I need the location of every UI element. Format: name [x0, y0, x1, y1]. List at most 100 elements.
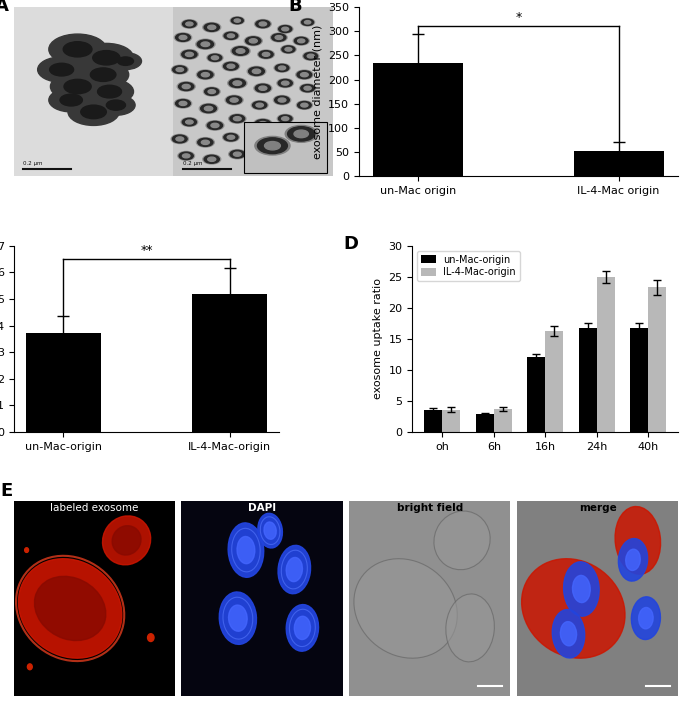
Circle shape [49, 34, 106, 65]
Circle shape [274, 64, 290, 72]
Circle shape [275, 64, 289, 72]
Ellipse shape [286, 605, 319, 651]
Circle shape [106, 100, 125, 110]
Ellipse shape [103, 516, 151, 565]
Circle shape [277, 25, 293, 33]
Circle shape [275, 35, 283, 39]
Circle shape [304, 20, 311, 24]
Circle shape [183, 20, 196, 27]
Ellipse shape [564, 562, 599, 617]
Circle shape [259, 86, 267, 91]
Circle shape [208, 25, 216, 30]
Circle shape [175, 33, 192, 42]
Circle shape [182, 20, 197, 28]
Circle shape [211, 123, 219, 127]
Circle shape [259, 22, 266, 26]
Circle shape [77, 61, 129, 88]
Circle shape [297, 101, 311, 109]
Circle shape [303, 52, 319, 60]
Circle shape [97, 95, 135, 115]
Circle shape [204, 155, 219, 163]
Circle shape [201, 72, 210, 77]
Circle shape [230, 150, 245, 158]
Ellipse shape [295, 617, 310, 640]
Ellipse shape [446, 594, 495, 662]
Circle shape [249, 39, 258, 43]
Circle shape [90, 68, 116, 82]
Circle shape [223, 32, 239, 40]
Circle shape [304, 86, 311, 90]
Circle shape [249, 138, 264, 146]
Circle shape [256, 20, 270, 27]
Circle shape [297, 39, 305, 43]
Circle shape [203, 155, 221, 164]
Circle shape [233, 81, 242, 86]
Circle shape [227, 64, 235, 68]
Circle shape [179, 152, 193, 160]
Ellipse shape [522, 559, 625, 658]
Circle shape [147, 633, 154, 642]
Circle shape [205, 88, 219, 96]
Circle shape [179, 82, 194, 91]
Circle shape [224, 32, 238, 39]
Text: **: ** [140, 244, 153, 257]
Circle shape [271, 33, 287, 42]
Bar [26, 333, 101, 432]
Circle shape [273, 133, 291, 142]
Ellipse shape [34, 576, 105, 640]
Circle shape [198, 138, 213, 146]
Circle shape [278, 66, 286, 70]
Circle shape [181, 117, 198, 127]
Circle shape [201, 140, 210, 145]
Circle shape [208, 157, 216, 162]
Circle shape [212, 56, 219, 60]
Circle shape [234, 152, 241, 156]
Circle shape [278, 135, 286, 139]
Ellipse shape [18, 559, 122, 658]
Circle shape [182, 118, 197, 126]
Circle shape [230, 115, 245, 122]
Bar [648, 288, 666, 432]
Circle shape [197, 40, 214, 49]
Circle shape [232, 18, 243, 24]
Circle shape [171, 65, 188, 74]
Circle shape [207, 53, 223, 62]
Y-axis label: exosome uptake ratio: exosome uptake ratio [373, 278, 383, 399]
Ellipse shape [354, 559, 458, 658]
Circle shape [232, 46, 249, 56]
Circle shape [176, 137, 184, 141]
Ellipse shape [638, 607, 653, 629]
Circle shape [253, 101, 266, 109]
Text: merge: merge [579, 503, 616, 513]
Circle shape [259, 122, 267, 126]
Circle shape [255, 20, 271, 28]
Circle shape [49, 88, 94, 112]
Circle shape [92, 51, 120, 65]
Circle shape [252, 69, 261, 74]
Circle shape [197, 70, 214, 79]
Circle shape [259, 51, 273, 58]
Bar [443, 410, 460, 432]
Ellipse shape [286, 557, 303, 581]
Circle shape [227, 78, 247, 88]
Circle shape [231, 46, 250, 56]
Circle shape [206, 121, 224, 130]
Circle shape [227, 135, 235, 139]
Circle shape [51, 72, 105, 101]
Circle shape [234, 117, 241, 121]
Circle shape [198, 71, 213, 79]
Y-axis label: exosome diameter (nm): exosome diameter (nm) [312, 25, 323, 159]
Circle shape [248, 138, 265, 147]
Bar [425, 410, 443, 432]
Text: B: B [288, 0, 302, 15]
Circle shape [208, 122, 223, 129]
Circle shape [279, 25, 292, 32]
Circle shape [285, 48, 292, 51]
Circle shape [258, 138, 288, 154]
Circle shape [256, 155, 270, 163]
Circle shape [307, 54, 314, 58]
Bar [630, 328, 648, 432]
Circle shape [173, 135, 187, 143]
Circle shape [282, 46, 295, 53]
Ellipse shape [619, 538, 647, 581]
